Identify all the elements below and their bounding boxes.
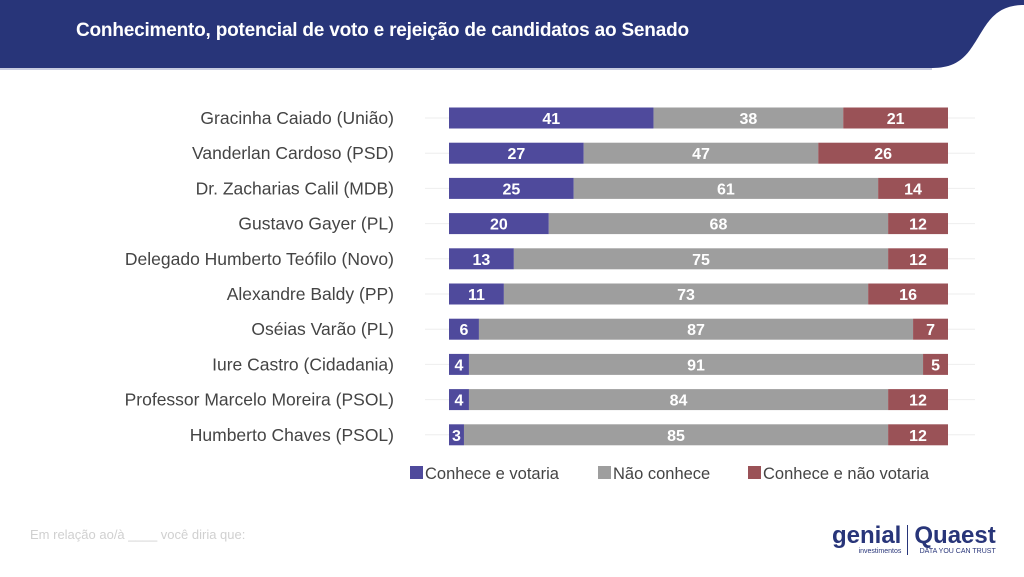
data-label: 14 (904, 181, 922, 198)
bar-segment (818, 142, 948, 164)
bar-segment (653, 107, 844, 129)
bar-segment (449, 248, 514, 270)
bar-segment (843, 107, 948, 129)
legend-label: Conhece e votaria (425, 465, 560, 483)
data-label: 38 (740, 111, 758, 128)
category-label: Delegado Humberto Teófilo (Novo) (125, 249, 394, 269)
category-label: Alexandre Baldy (PP) (227, 284, 394, 304)
bar-segment (888, 213, 948, 235)
data-label: 7 (926, 322, 935, 339)
bar-segment (583, 142, 819, 164)
genial-logo: genial investimentos (832, 521, 902, 555)
category-label: Professor Marcelo Moreira (PSOL) (125, 390, 394, 410)
data-label: 6 (460, 322, 469, 339)
bar-segment (449, 353, 469, 375)
data-label: 87 (687, 322, 705, 339)
bar-segment (449, 213, 549, 235)
data-label: 25 (502, 181, 520, 198)
category-label: Oséias Varão (PL) (251, 319, 394, 339)
data-label: 20 (490, 217, 508, 234)
bar-segment (449, 283, 504, 305)
legend-swatch (410, 466, 423, 479)
data-label: 73 (677, 287, 695, 304)
data-label: 11 (468, 287, 485, 304)
category-label: Vanderlan Cardoso (PSD) (192, 143, 394, 163)
legend-label: Conhece e não votaria (763, 465, 930, 483)
bar-segment (888, 248, 948, 270)
bar-segment (513, 248, 889, 270)
page-title: Conhecimento, potencial de voto e rejeiç… (76, 20, 689, 41)
bar-segment (468, 389, 889, 411)
data-label: 47 (692, 146, 710, 163)
data-label: 16 (899, 287, 917, 304)
category-label: Gustavo Gayer (PL) (238, 214, 394, 234)
category-label: Dr. Zacharias Calil (MDB) (196, 178, 394, 198)
bar-segment (888, 389, 948, 411)
bar-segment (449, 107, 654, 129)
data-label: 12 (909, 252, 927, 269)
data-label: 41 (542, 111, 560, 128)
bar-segment (478, 318, 914, 340)
logo-divider (907, 525, 909, 555)
bar-segment (913, 318, 948, 340)
data-label: 3 (452, 428, 461, 445)
data-label: 12 (909, 428, 927, 445)
bar-segment (449, 318, 479, 340)
bar-segment (888, 424, 948, 446)
bar-segment (449, 389, 469, 411)
legend-swatch (748, 466, 761, 479)
bar-segment (548, 213, 889, 235)
data-label: 12 (909, 217, 927, 234)
bar-segment (449, 177, 574, 199)
data-label: 12 (909, 393, 927, 410)
legend-label: Não conhece (613, 465, 710, 483)
data-label: 13 (473, 252, 491, 269)
bar-segment (878, 177, 948, 199)
data-label: 21 (887, 111, 905, 128)
quaest-logo: Quaest DATA YOU CAN TRUST (914, 521, 996, 555)
data-label: 26 (874, 146, 892, 163)
bar-segment (573, 177, 879, 199)
data-label: 75 (692, 252, 710, 269)
data-label: 27 (507, 146, 525, 163)
data-label: 91 (687, 357, 705, 374)
data-label: 68 (710, 217, 728, 234)
bar-segment (923, 353, 948, 375)
bar-segment (449, 142, 584, 164)
legend-swatch (598, 466, 611, 479)
data-label: 84 (670, 393, 688, 410)
bar-segment (868, 283, 948, 305)
category-label: Humberto Chaves (PSOL) (190, 425, 394, 445)
category-label: Iure Castro (Cidadania) (212, 354, 394, 374)
data-label: 61 (717, 181, 735, 198)
bar-segment (503, 283, 869, 305)
data-label: 85 (667, 428, 685, 445)
data-label: 4 (455, 357, 464, 374)
data-label: 4 (455, 393, 464, 410)
bar-segment (449, 424, 464, 446)
bar-segment (468, 353, 924, 375)
header-banner (0, 0, 1024, 70)
stacked-bar-chart: Gracinha Caiado (União) 41 38 21 Vanderlan C… (125, 107, 975, 483)
logos: genial investimentos Quaest DATA YOU CAN T… (832, 521, 996, 555)
footnote: Em relação ao/à ____ você diria que: (30, 527, 246, 542)
data-label: 5 (931, 357, 940, 374)
category-label: Gracinha Caiado (União) (200, 108, 394, 128)
bar-segment (463, 424, 889, 446)
